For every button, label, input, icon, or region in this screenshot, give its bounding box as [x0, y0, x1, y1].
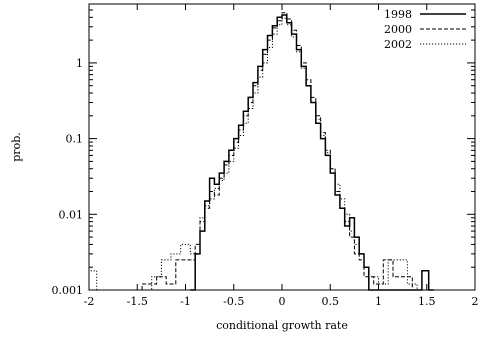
x-axis-label: conditional growth rate — [216, 319, 348, 332]
y-axis-label: prob. — [10, 132, 23, 161]
x-tick-labels: -2 -1.5 -1 -0.5 0 0.5 1 1.5 2 — [84, 295, 479, 308]
legend-label: 1998 — [384, 8, 412, 21]
x-tick-label: 0.5 — [322, 295, 340, 308]
y-tick-label: 0.01 — [59, 208, 84, 221]
x-tick-label: -1 — [180, 295, 191, 308]
y-tick-label: 0.1 — [66, 133, 84, 146]
plot-frame — [88, 3, 476, 291]
x-tick-label: 1 — [375, 295, 382, 308]
x-tick-label: 2 — [472, 295, 479, 308]
legend-label: 2002 — [384, 38, 412, 51]
series-group — [88, 12, 434, 291]
x-tick-label: 0 — [279, 295, 286, 308]
y-tick-label: 1 — [76, 57, 83, 70]
x-tick-label: -2 — [84, 295, 95, 308]
legend-label: 2000 — [384, 23, 412, 36]
y-tick-label: 0.001 — [52, 284, 84, 297]
x-tick-label: -1.5 — [127, 295, 148, 308]
axis-ticks — [88, 3, 476, 291]
series-line-2002 — [88, 17, 422, 291]
x-tick-label: 1.5 — [418, 295, 436, 308]
y-tick-labels: 0.001 0.01 0.1 1 — [52, 57, 84, 297]
legend: 1998 2000 2002 — [384, 8, 466, 51]
series-line-1998 — [190, 14, 434, 291]
x-tick-label: -0.5 — [223, 295, 244, 308]
series-line-2000 — [141, 12, 418, 291]
